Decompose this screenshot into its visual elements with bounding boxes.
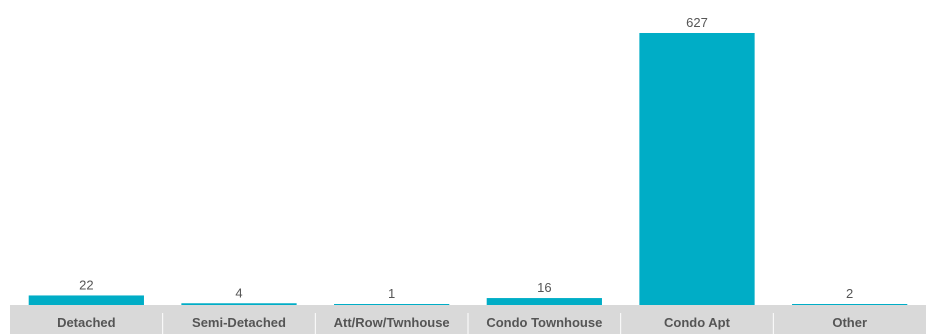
bar-semi-detached	[181, 303, 297, 305]
tick-label-other: Other	[832, 315, 867, 330]
data-label-other: 2	[846, 286, 853, 301]
bar-att-row-twnhouse	[334, 304, 450, 305]
tick-label-condo-townhouse: Condo Townhouse	[486, 315, 602, 330]
tick-label-detached: Detached	[57, 315, 116, 330]
data-label-condo-townhouse: 16	[537, 280, 551, 295]
data-label-condo-apt: 627	[686, 15, 708, 30]
data-label-semi-detached: 4	[235, 285, 242, 300]
tick-label-semi-detached: Semi-Detached	[192, 315, 286, 330]
bar-detached	[28, 295, 144, 305]
tick-label-condo-apt: Condo Apt	[664, 315, 731, 330]
bars-group	[28, 32, 908, 305]
bar-other	[792, 304, 908, 305]
bar-condo-apt	[639, 32, 755, 305]
value-labels-group: 22 4 1 16 627 2	[79, 15, 853, 301]
data-label-att-row-twnhouse: 1	[388, 286, 395, 301]
category-axis-band	[10, 305, 926, 334]
bar-condo-townhouse	[486, 298, 602, 305]
tick-label-att-row-twnhouse: Att/Row/Twnhouse	[334, 315, 450, 330]
category-labels-group: Detached Semi-Detached Att/Row/Twnhouse Con…	[57, 315, 867, 330]
data-label-detached: 22	[79, 277, 93, 292]
